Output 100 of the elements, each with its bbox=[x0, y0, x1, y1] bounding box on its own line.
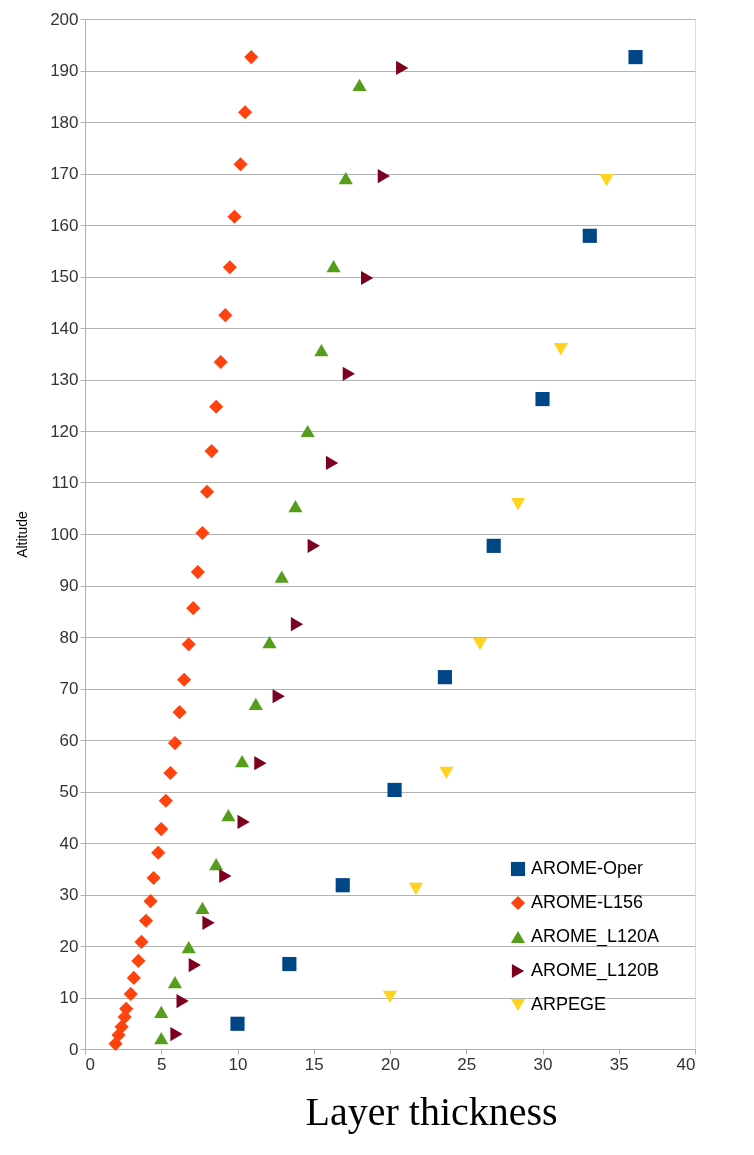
point bbox=[288, 500, 303, 513]
y-tick-label: 60 bbox=[59, 730, 79, 750]
point bbox=[437, 670, 452, 685]
point bbox=[248, 697, 263, 711]
point bbox=[126, 970, 141, 985]
point bbox=[314, 344, 329, 357]
y-tick-label: 190 bbox=[50, 61, 79, 80]
point bbox=[186, 601, 201, 616]
point bbox=[202, 915, 215, 930]
legend-label: AROME-Oper bbox=[531, 858, 644, 878]
point bbox=[167, 736, 183, 751]
y-tick-label: 160 bbox=[50, 215, 79, 235]
y-tick-label: 150 bbox=[50, 267, 79, 286]
y-tick-label: 20 bbox=[59, 936, 79, 956]
x-tick-label: 20 bbox=[381, 1054, 400, 1074]
point bbox=[352, 78, 367, 92]
point bbox=[272, 689, 285, 704]
x-tick-label: 35 bbox=[609, 1054, 629, 1074]
point bbox=[282, 956, 297, 972]
point bbox=[230, 1016, 245, 1031]
point bbox=[181, 637, 196, 652]
point bbox=[290, 617, 304, 632]
y-tick-label: 130 bbox=[50, 370, 79, 389]
y-tick-label: 170 bbox=[50, 164, 79, 183]
x-tick-label: 25 bbox=[457, 1054, 477, 1074]
point bbox=[582, 228, 597, 243]
y-tick-label: 40 bbox=[59, 833, 79, 853]
y-tick-label: 10 bbox=[59, 988, 79, 1007]
point bbox=[195, 901, 210, 915]
point bbox=[396, 60, 409, 75]
point bbox=[190, 565, 205, 580]
point bbox=[221, 809, 236, 822]
point bbox=[300, 424, 315, 438]
point bbox=[535, 392, 550, 407]
point bbox=[108, 1036, 123, 1051]
x-tick-label: 0 bbox=[85, 1054, 95, 1074]
y-tick-label: 100 bbox=[50, 524, 79, 544]
point bbox=[472, 638, 488, 651]
y-axis-title: Altitude bbox=[14, 510, 31, 558]
x-axis-title: Layer thickness bbox=[305, 1088, 558, 1134]
point bbox=[486, 538, 501, 553]
point bbox=[553, 342, 568, 356]
point bbox=[511, 498, 526, 511]
y-tick-label: 80 bbox=[59, 627, 79, 647]
point bbox=[213, 354, 228, 370]
x-tick-label: 30 bbox=[533, 1054, 553, 1074]
x-tick-label: 40 bbox=[676, 1054, 696, 1074]
point bbox=[204, 444, 219, 459]
y-tick-label: 70 bbox=[59, 679, 79, 698]
point bbox=[235, 754, 250, 768]
point bbox=[307, 538, 320, 553]
point bbox=[177, 672, 192, 687]
legend-label: AROME-L156 bbox=[531, 892, 644, 912]
point bbox=[238, 105, 253, 120]
y-tick-label: 0 bbox=[69, 1039, 79, 1059]
point bbox=[146, 870, 161, 886]
point bbox=[170, 1026, 183, 1042]
point bbox=[227, 209, 242, 224]
point bbox=[114, 1019, 129, 1034]
point bbox=[154, 822, 169, 837]
point bbox=[254, 756, 267, 771]
point bbox=[439, 766, 454, 780]
point bbox=[123, 986, 138, 1001]
legend-label: AROME_L120B bbox=[531, 960, 660, 981]
point bbox=[154, 1032, 169, 1045]
point bbox=[361, 270, 374, 286]
y-tick-label: 200 bbox=[50, 9, 79, 29]
point bbox=[326, 260, 341, 273]
point bbox=[377, 169, 391, 184]
point bbox=[172, 705, 187, 720]
point bbox=[143, 894, 158, 909]
point bbox=[218, 308, 233, 323]
x-tick-label: 10 bbox=[228, 1054, 248, 1074]
point bbox=[599, 174, 614, 187]
point bbox=[338, 172, 353, 185]
point bbox=[158, 793, 173, 808]
point bbox=[222, 260, 237, 275]
y-tick-label: 30 bbox=[59, 885, 79, 904]
y-tick-label: 50 bbox=[59, 782, 79, 801]
point bbox=[119, 1001, 134, 1016]
point bbox=[154, 1005, 169, 1019]
point bbox=[195, 525, 210, 541]
point bbox=[382, 990, 398, 1004]
point bbox=[209, 857, 224, 871]
y-tick-label: 90 bbox=[59, 576, 79, 595]
y-tick-label: 120 bbox=[50, 421, 79, 441]
point bbox=[233, 157, 248, 172]
y-tick-label: 110 bbox=[51, 473, 79, 492]
point bbox=[181, 940, 196, 954]
point bbox=[219, 868, 232, 884]
point bbox=[274, 570, 289, 583]
y-tick-label: 180 bbox=[50, 112, 79, 132]
point bbox=[387, 782, 402, 798]
y-tick-label: 140 bbox=[50, 318, 79, 338]
point bbox=[138, 913, 154, 928]
point bbox=[131, 953, 146, 969]
point bbox=[325, 455, 339, 470]
point bbox=[244, 50, 259, 65]
point bbox=[188, 957, 201, 973]
point bbox=[199, 484, 215, 499]
